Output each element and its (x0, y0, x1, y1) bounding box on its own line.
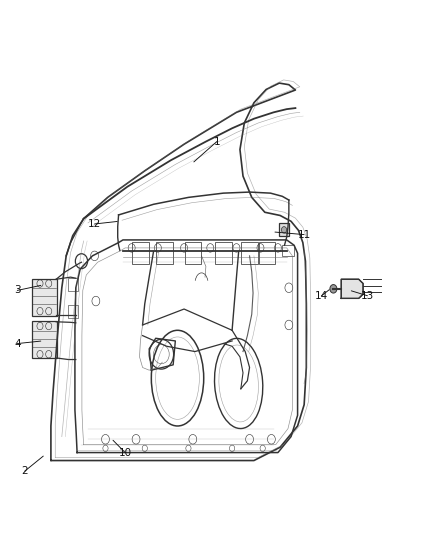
Polygon shape (341, 279, 363, 298)
Text: 11: 11 (297, 230, 311, 240)
Text: 14: 14 (315, 290, 328, 301)
Text: 3: 3 (14, 286, 21, 295)
Text: 12: 12 (88, 219, 101, 229)
Text: 10: 10 (119, 448, 132, 457)
Text: 4: 4 (14, 338, 21, 349)
Text: 2: 2 (21, 466, 28, 476)
Text: 13: 13 (361, 290, 374, 301)
Circle shape (330, 285, 337, 293)
FancyBboxPatch shape (279, 223, 289, 236)
Text: 1: 1 (213, 136, 220, 147)
Circle shape (282, 227, 287, 233)
FancyBboxPatch shape (32, 321, 57, 359)
FancyBboxPatch shape (32, 279, 57, 316)
